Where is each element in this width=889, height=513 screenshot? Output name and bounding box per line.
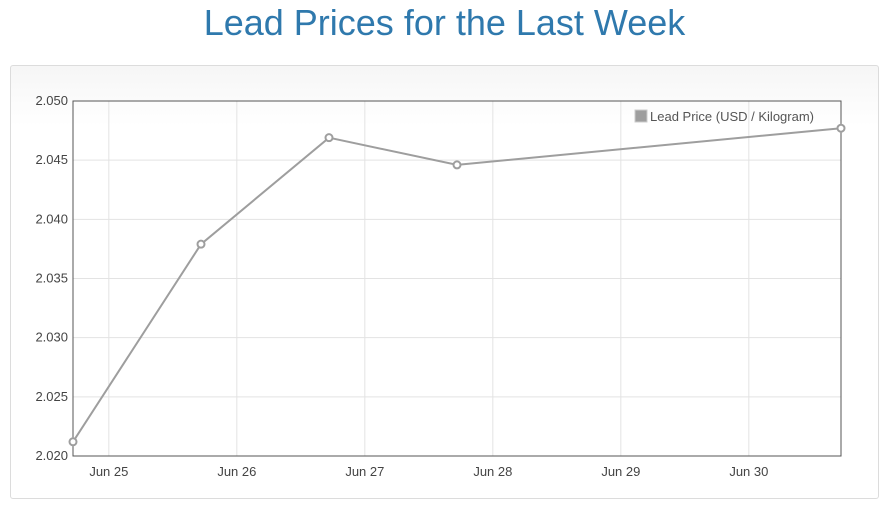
y-tick-label: 2.020 — [35, 448, 68, 463]
data-point[interactable] — [68, 437, 78, 447]
y-tick-label: 2.050 — [35, 93, 68, 108]
x-tick-label: Jun 27 — [345, 464, 384, 479]
data-point[interactable] — [324, 133, 334, 143]
y-axis-labels: 2.020 2.025 2.030 2.035 2.040 2.045 2.050 — [35, 93, 68, 463]
x-tick-label: Jun 25 — [89, 464, 128, 479]
x-tick-label: Jun 30 — [729, 464, 768, 479]
legend-label: Lead Price (USD / Kilogram) — [650, 109, 814, 124]
x-tick-label: Jun 29 — [601, 464, 640, 479]
y-tick-label: 2.045 — [35, 152, 68, 167]
chart-panel — [10, 65, 879, 499]
x-axis-labels: Jun 25 Jun 26 Jun 27 Jun 28 Jun 29 Jun 30 — [89, 464, 768, 479]
legend: Lead Price (USD / Kilogram) — [634, 109, 814, 124]
data-point[interactable] — [452, 160, 462, 170]
x-tick-label: Jun 26 — [217, 464, 256, 479]
grid-lines — [73, 101, 841, 456]
chart-title: Lead Prices for the Last Week — [203, 2, 686, 43]
y-tick-label: 2.025 — [35, 389, 68, 404]
y-tick-label: 2.040 — [35, 211, 68, 226]
data-point[interactable] — [196, 239, 206, 249]
plot-area-frame — [72, 100, 842, 457]
legend-swatch — [634, 109, 648, 123]
data-point[interactable] — [836, 123, 846, 133]
y-tick-label: 2.035 — [35, 271, 68, 286]
x-tick-label: Jun 28 — [473, 464, 512, 479]
data-points — [68, 123, 846, 447]
series-line — [72, 127, 842, 443]
y-tick-label: 2.030 — [35, 330, 68, 345]
